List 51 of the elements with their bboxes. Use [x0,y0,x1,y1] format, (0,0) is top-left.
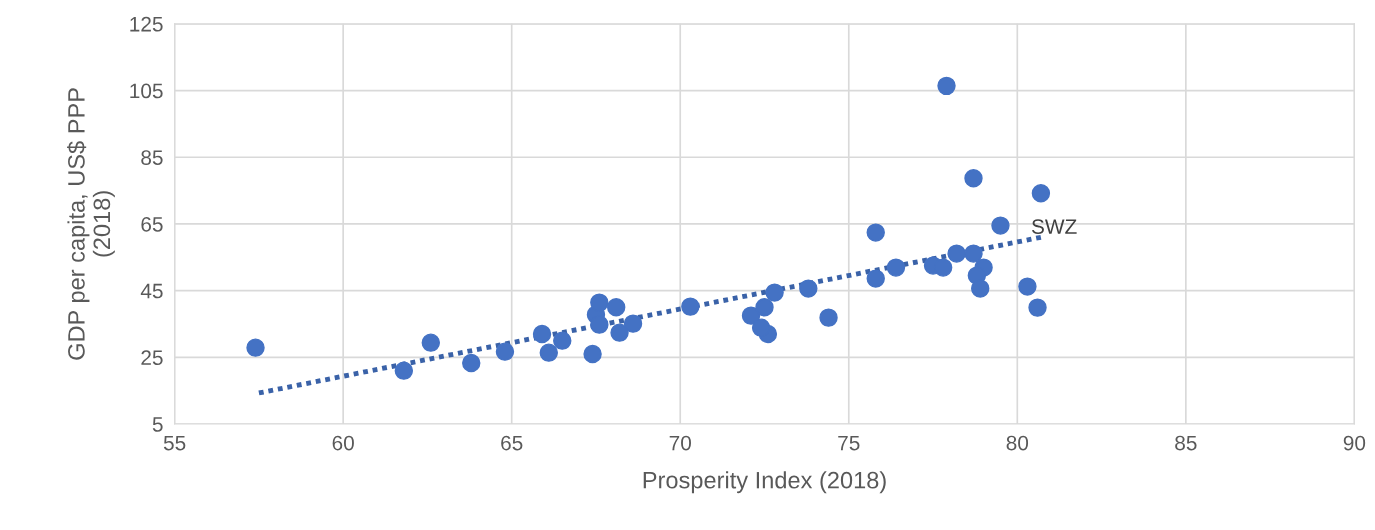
point [681,297,700,316]
y-tick-label: 25 [141,350,163,366]
x-tick-label: 80 [1006,435,1029,451]
y-tick-label: 65 [141,216,163,232]
point [610,323,629,342]
point [964,169,983,188]
y-tick-label: 125 [130,16,163,32]
point [964,244,983,263]
point [866,269,885,288]
point [553,331,572,350]
x-tick-label: 85 [1175,435,1197,451]
point [462,353,481,373]
point [751,318,771,337]
x-tick-label: 55 [163,435,186,451]
point [971,279,990,298]
y-tick-label: 45 [140,283,163,299]
point [937,76,956,96]
x-tick-label: 90 [1343,435,1366,451]
point [421,333,440,352]
x-tick-label: 60 [332,435,354,451]
y-axis-title: GDP per capita, US$ PPP (2018) [67,88,115,360]
point [590,315,609,334]
y-tick-label: 105 [130,83,163,99]
point [866,223,885,242]
y-tick-label: 5 [152,417,163,432]
point [246,338,265,357]
x-tick-label: 75 [838,435,860,451]
point [1031,184,1051,203]
point [819,308,838,327]
point [755,298,774,317]
x-tick-label: 65 [501,435,523,451]
point [765,283,784,302]
point [1018,277,1037,296]
point [1028,298,1047,317]
point [623,314,643,333]
point [947,244,966,263]
point [991,216,1010,235]
y-tick-label: 85 [141,150,163,165]
point [495,342,515,361]
point [590,293,609,312]
point [933,258,953,277]
point [606,298,626,317]
x-axis-title: Prosperity Index (2018) [643,471,886,494]
point [539,343,558,362]
point [532,324,552,344]
annotation: SWZ [1031,219,1077,234]
x-tick-label: 70 [669,435,691,451]
point [394,361,414,380]
point [799,279,818,298]
point [583,344,602,364]
point [886,258,906,277]
